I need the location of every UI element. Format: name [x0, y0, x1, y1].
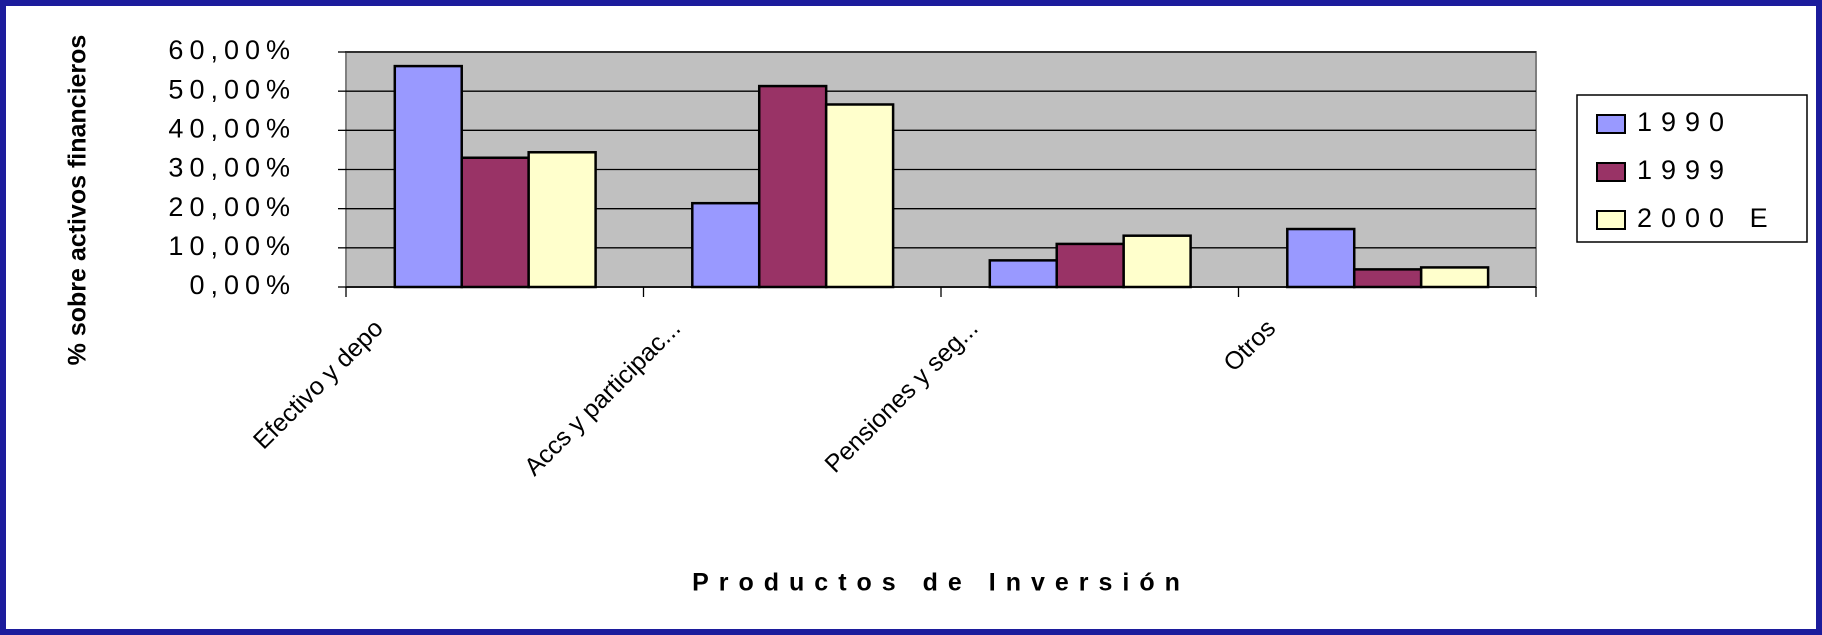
legend-label: 1999: [1637, 155, 1733, 185]
y-axis-title: % sobre activos financieros: [64, 35, 92, 366]
y-tick-label: 30,00%: [168, 153, 296, 183]
bar: [988, 259, 1058, 289]
legend-swatch: [1596, 210, 1626, 230]
y-tick-label: 10,00%: [168, 231, 296, 261]
y-tick-label: 0,00%: [189, 270, 296, 300]
bar: [1122, 234, 1192, 289]
bar: [1055, 242, 1125, 289]
bar: [1352, 268, 1423, 289]
bar: [1286, 227, 1356, 289]
bar: [1419, 266, 1490, 289]
y-tick-label: 40,00%: [168, 113, 296, 143]
legend-swatch: [1596, 162, 1626, 182]
bar: [757, 84, 828, 289]
y-tick-label: 60,00%: [168, 35, 296, 65]
y-tick-label: 50,00%: [168, 74, 296, 104]
x-axis-title: Productos de Inversión: [692, 569, 1190, 597]
legend-label: 2000 E: [1637, 203, 1777, 233]
legend-swatch: [1596, 114, 1626, 134]
bar: [691, 201, 761, 289]
bar: [824, 103, 895, 289]
bar: [460, 156, 530, 289]
bar: [393, 64, 463, 289]
legend-label: 1990: [1637, 107, 1733, 137]
y-tick-label: 20,00%: [168, 192, 296, 222]
bar: [527, 151, 597, 289]
